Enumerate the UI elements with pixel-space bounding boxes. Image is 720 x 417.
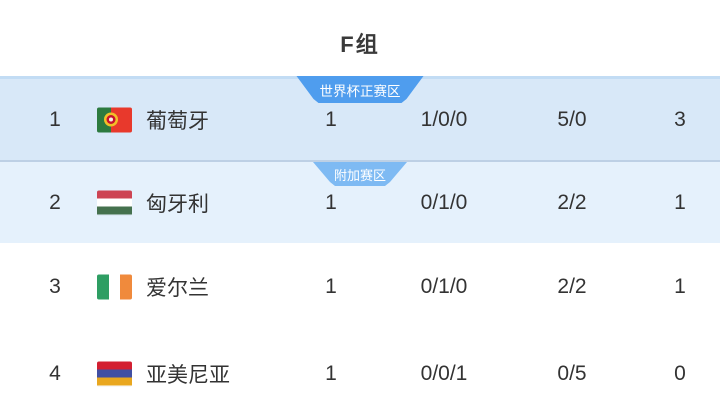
flag-portugal-icon bbox=[97, 107, 132, 132]
team-name: 亚美尼亚 bbox=[146, 363, 230, 387]
table-row-armenia[interactable]: 4 亚美尼亚 1 0/0/1 0/5 0 bbox=[0, 330, 720, 417]
world-cup-zone-badge: 世界杯正赛区 bbox=[297, 76, 424, 103]
team-name: 匈牙利 bbox=[146, 192, 209, 216]
played-cell: 1 bbox=[325, 190, 337, 214]
rank-cell: 3 bbox=[49, 274, 61, 298]
flag-armenia-icon bbox=[97, 361, 132, 386]
playoff-zone-label: 附加赛区 bbox=[333, 167, 387, 183]
table-row-hungary[interactable]: 附加赛区 2 匈牙利 1 0/1/0 2/2 1 bbox=[0, 162, 720, 243]
win-draw-loss-cell: 0/1/0 bbox=[420, 190, 468, 214]
table-row-portugal[interactable]: 世界杯正赛区 1 葡萄牙 1 1/0/0 5/0 3 bbox=[0, 76, 720, 162]
group-title: F组 bbox=[340, 32, 380, 57]
rank-cell: 4 bbox=[49, 361, 61, 385]
team-name: 爱尔兰 bbox=[146, 276, 209, 300]
win-draw-loss-cell: 0/1/0 bbox=[420, 274, 468, 298]
flag-hungary-icon bbox=[97, 190, 132, 215]
points-cell: 0 bbox=[674, 361, 686, 385]
team-name: 葡萄牙 bbox=[146, 109, 209, 133]
flag-ireland-icon bbox=[97, 274, 132, 299]
played-cell: 1 bbox=[325, 107, 337, 131]
rank-cell: 2 bbox=[49, 190, 61, 214]
points-cell: 1 bbox=[674, 274, 686, 298]
goals-cell: 2/2 bbox=[557, 274, 587, 298]
world-cup-zone-label: 世界杯正赛区 bbox=[319, 83, 401, 99]
points-cell: 1 bbox=[674, 190, 686, 214]
group-header: F组 bbox=[0, 0, 720, 76]
points-cell: 3 bbox=[674, 107, 686, 131]
win-draw-loss-cell: 0/0/1 bbox=[420, 361, 468, 385]
goals-cell: 5/0 bbox=[557, 107, 587, 131]
played-cell: 1 bbox=[325, 361, 337, 385]
win-draw-loss-cell: 1/0/0 bbox=[420, 107, 468, 131]
goals-cell: 2/2 bbox=[557, 190, 587, 214]
playoff-zone-badge: 附加赛区 bbox=[313, 162, 407, 186]
played-cell: 1 bbox=[325, 274, 337, 298]
rank-cell: 1 bbox=[49, 107, 61, 131]
goals-cell: 0/5 bbox=[557, 361, 587, 385]
table-row-ireland[interactable]: 3 爱尔兰 1 0/1/0 2/2 1 bbox=[0, 243, 720, 330]
